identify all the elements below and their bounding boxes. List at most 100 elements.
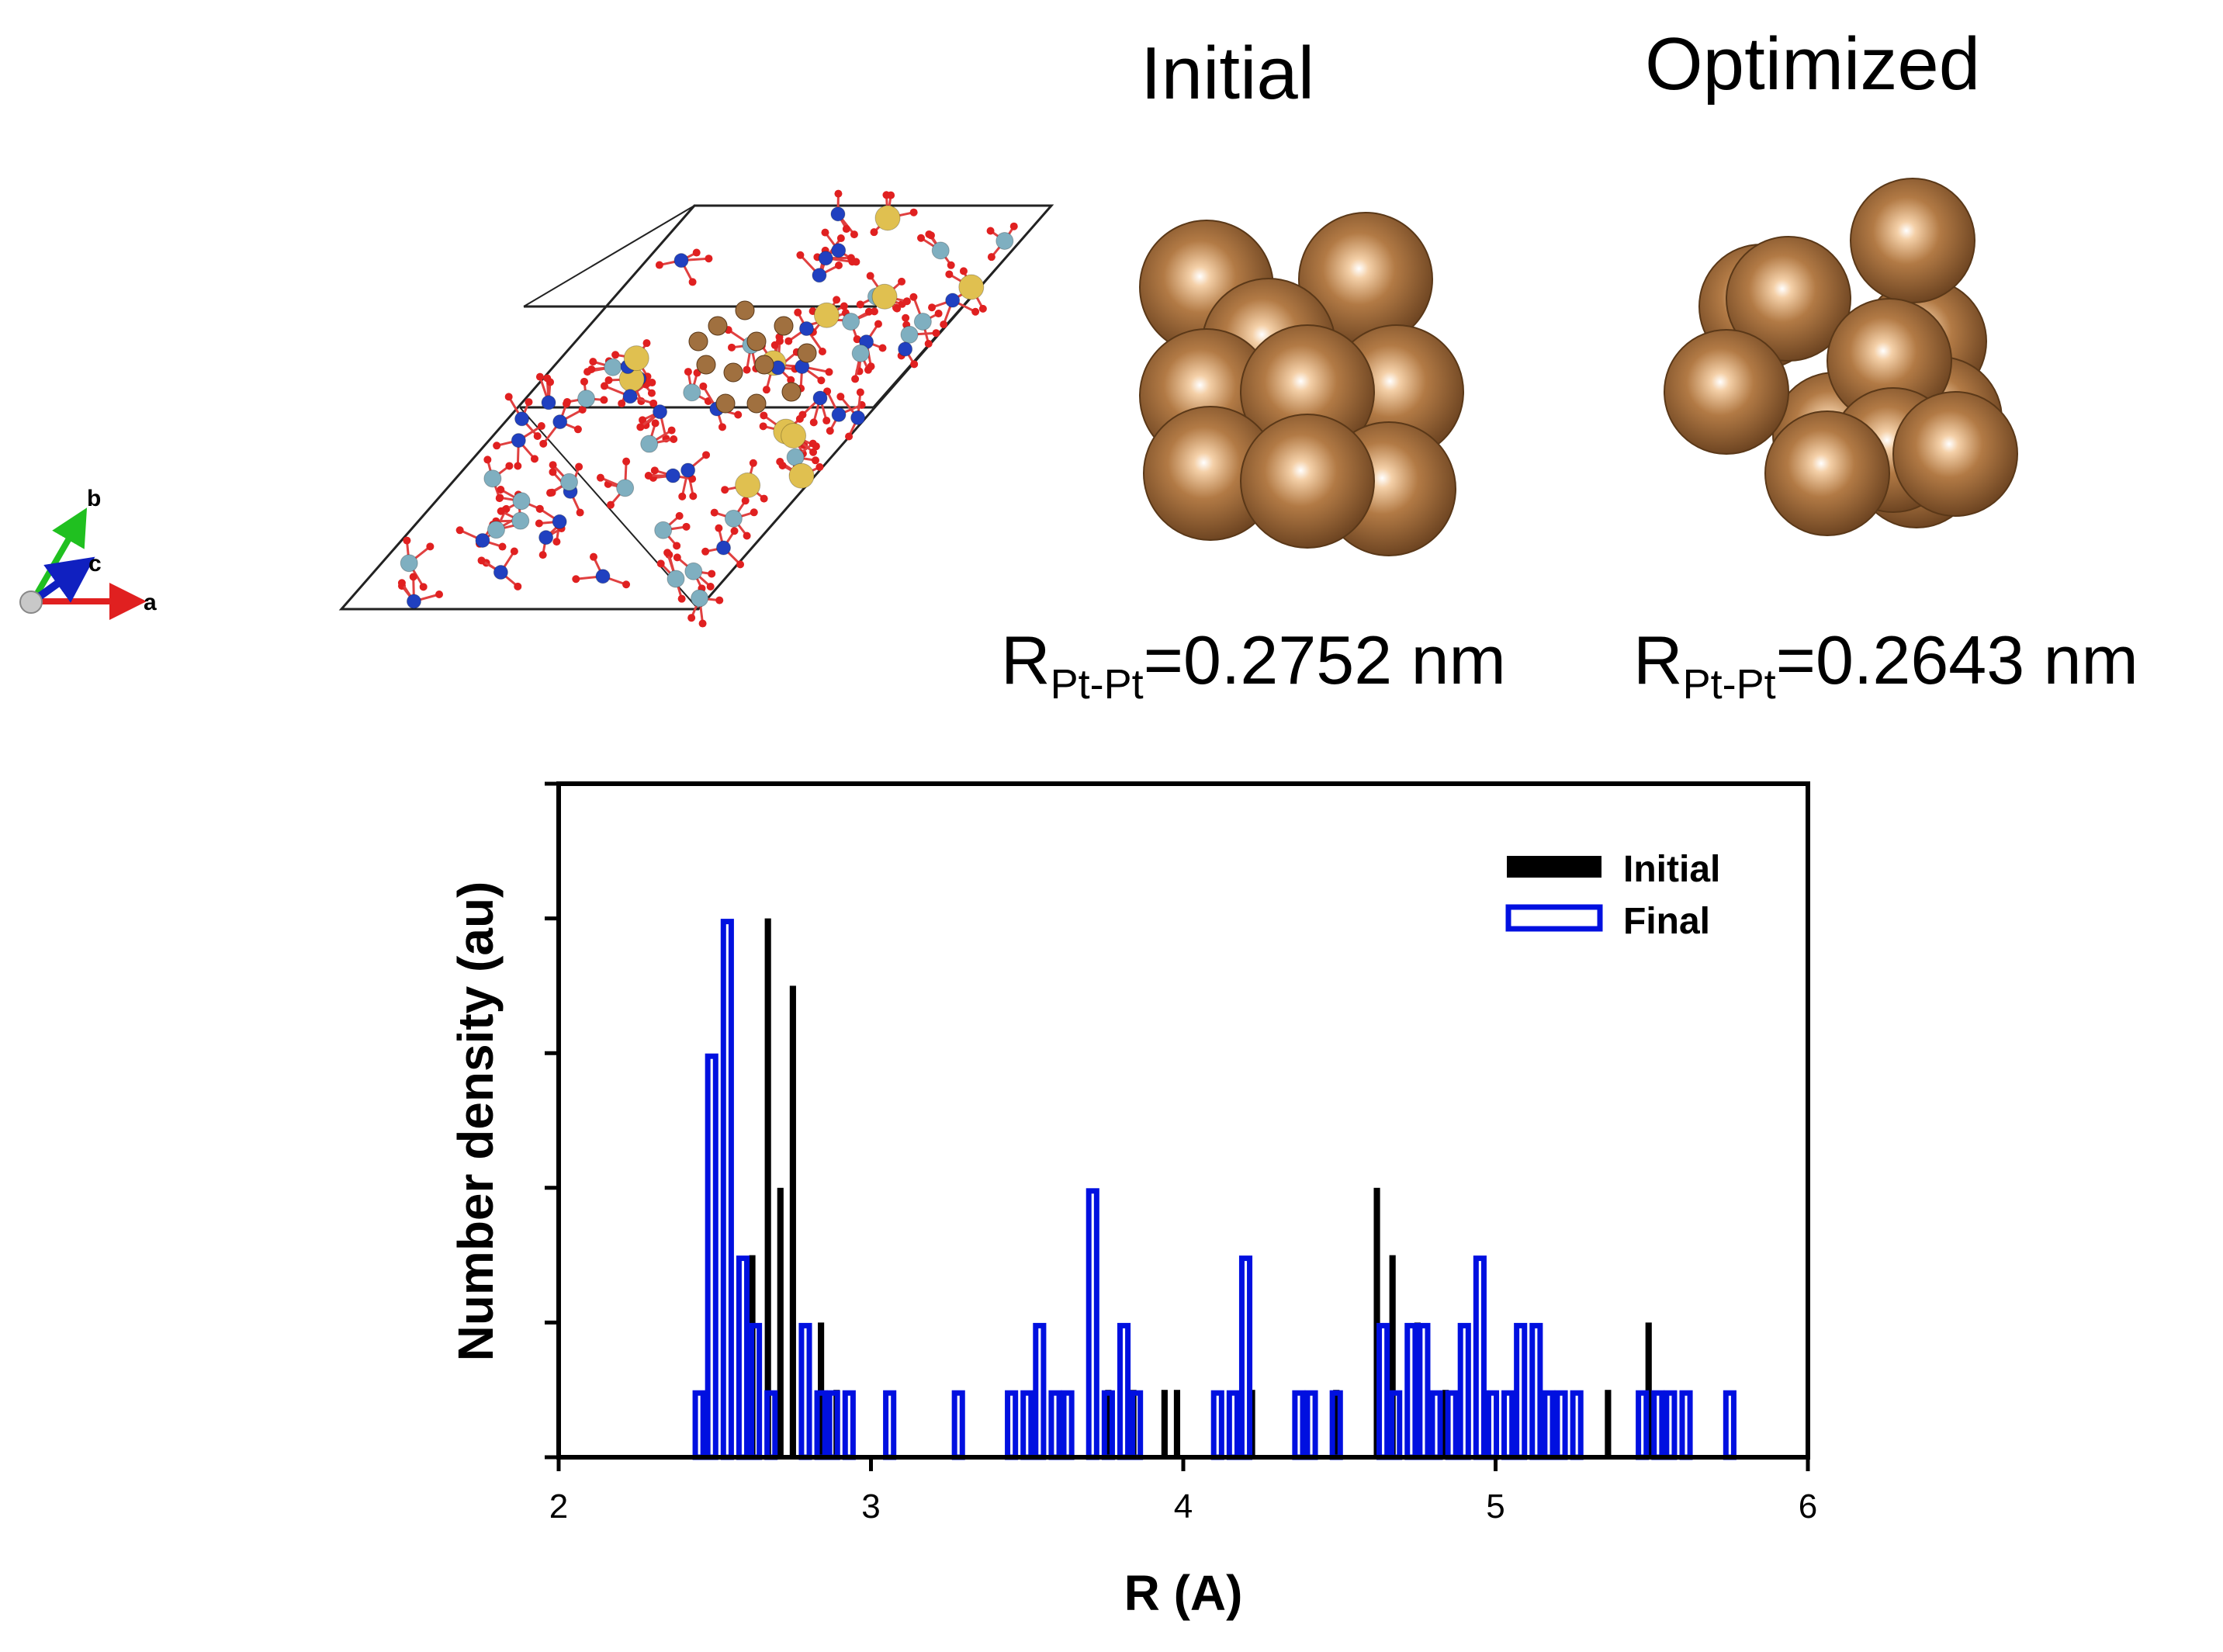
initial-bar: [1389, 1255, 1396, 1457]
origin-sphere: [19, 590, 43, 614]
final-bar: [1005, 1390, 1019, 1460]
oxygen-atom: [794, 308, 802, 317]
oxygen-atom: [552, 538, 561, 546]
oxygen-atom: [644, 471, 653, 480]
oxygen-atom: [505, 462, 514, 470]
oxygen-atom: [856, 300, 864, 309]
oxygen-atom: [1009, 222, 1018, 230]
oxygen-atom: [435, 590, 444, 598]
final-bar: [1445, 1390, 1459, 1460]
pt-atom-in-cell: [781, 382, 802, 402]
oxygen-atom: [902, 313, 910, 322]
initial-bar: [789, 985, 796, 1457]
oxygen-atom: [650, 466, 659, 475]
final-bar: [1529, 1322, 1543, 1460]
al-atom: [684, 562, 703, 580]
oxygen-atom: [477, 556, 486, 565]
pt-atom-in-cell: [746, 331, 767, 352]
oxygen-atom: [698, 619, 707, 628]
pt-atom: [1892, 391, 2018, 517]
final-bar: [1061, 1390, 1075, 1460]
al-atom: [851, 344, 870, 362]
oxygen-atom: [784, 337, 793, 345]
al-atom: [604, 358, 622, 376]
oxygen-atom: [853, 335, 861, 344]
oxygen-atom: [510, 547, 518, 556]
oxygen-atom: [622, 457, 631, 466]
oxygen-atom: [743, 365, 751, 374]
oxygen-atom: [618, 399, 626, 407]
c-axis-label: c: [88, 551, 102, 577]
oxygen-atom: [533, 432, 542, 441]
oxygen-atom: [874, 320, 882, 328]
al-atom: [654, 521, 673, 539]
final-bar: [705, 1053, 718, 1460]
initial-bar: [1161, 1390, 1168, 1457]
si-atom: [781, 422, 807, 448]
oxygen-atom: [663, 549, 672, 557]
oxygen-atom: [419, 583, 428, 591]
oxygen-atom: [815, 462, 824, 471]
pt-atom-in-cell: [774, 316, 794, 336]
cell-edge-diag-2: [523, 205, 695, 307]
oxygen-atom: [642, 339, 651, 348]
oxygen-atom: [728, 343, 736, 352]
al-atom: [996, 231, 1014, 250]
optimized-distance-label: RPt-Pt=0.2643 nm: [1633, 621, 2138, 708]
oxygen-atom: [734, 410, 743, 419]
oxygen-atom: [910, 360, 919, 369]
initial-pt-cluster: [1139, 212, 1464, 556]
final-bar: [1679, 1390, 1693, 1460]
oxygen-atom: [845, 432, 854, 441]
al-atom: [724, 509, 743, 528]
n-atom: [552, 414, 568, 430]
oxygen-atom: [549, 461, 557, 469]
pt-atom: [1850, 178, 1975, 303]
initial-bar: [1373, 1187, 1380, 1457]
legend-swatch-initial: [1507, 856, 1601, 878]
oxygen-atom: [736, 560, 745, 569]
pt-atom-in-cell: [723, 362, 743, 383]
oxygen-atom: [497, 507, 505, 515]
oxygen-atom: [606, 500, 615, 509]
final-bar: [1304, 1390, 1318, 1460]
final-bar: [1636, 1390, 1650, 1460]
oxygen-atom: [864, 365, 872, 374]
n-atom: [406, 594, 421, 609]
final-bar: [842, 1390, 856, 1460]
final-bar: [1501, 1390, 1515, 1460]
oxygen-atom: [655, 261, 663, 269]
oxygen-atom: [596, 473, 604, 482]
oxygen-atom: [682, 522, 691, 531]
oxygen-atom: [902, 297, 911, 306]
oxygen-atom: [538, 551, 547, 559]
oxygen-atom: [834, 189, 843, 198]
oxygen-atom: [715, 596, 724, 604]
oxygen-atom: [978, 304, 987, 313]
initial-bar: [764, 918, 771, 1457]
si-atom: [813, 302, 840, 328]
initial-bar: [1645, 1322, 1652, 1457]
oxygen-atom: [699, 382, 708, 390]
oxygen-atom: [721, 486, 729, 494]
oxygen-atom: [688, 278, 697, 286]
oxygen-atom: [573, 425, 582, 434]
final-bar: [720, 919, 734, 1460]
oxygen-atom: [589, 358, 597, 366]
final-bar: [1376, 1322, 1390, 1460]
oxygen-atom: [673, 542, 681, 550]
x-tick-label: 3: [861, 1487, 880, 1526]
pt-atom: [1240, 414, 1375, 549]
chart-legend: Initial Final: [1505, 849, 1720, 942]
oxygen-atom: [600, 382, 608, 390]
oxygen-atom: [706, 582, 715, 590]
final-bar: [798, 1322, 812, 1460]
oxygen-atom: [504, 393, 513, 401]
si-atom: [874, 205, 901, 231]
oxygen-atom: [535, 519, 543, 528]
oxygen-atom: [708, 570, 716, 578]
initial-r-symbol: R: [1001, 622, 1051, 698]
oxygen-atom: [749, 459, 757, 467]
oxygen-atom: [514, 582, 522, 590]
oxygen-atom: [651, 419, 660, 428]
